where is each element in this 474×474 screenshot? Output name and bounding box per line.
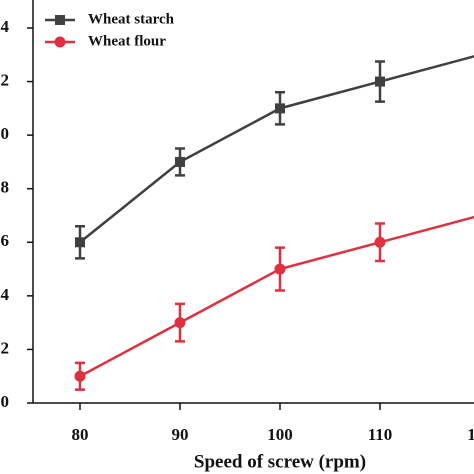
x-tick-label: 90	[172, 425, 189, 444]
y-tick-label: 8	[1, 178, 10, 197]
x-axis-label: Speed of screw (rpm)	[194, 451, 366, 472]
x-tick-label: 110	[368, 425, 393, 444]
marker	[74, 370, 86, 382]
y-tick-label: 10	[0, 124, 9, 143]
y-tick-label: 2	[1, 338, 10, 357]
legend-marker	[55, 15, 65, 25]
marker	[75, 237, 85, 248]
legend-label: Wheat flour	[88, 33, 166, 49]
x-tick-label: 80	[72, 425, 89, 444]
marker	[375, 76, 385, 87]
series-line	[79, 55, 474, 244]
marker	[374, 236, 386, 248]
legend-label: Wheat starch	[88, 11, 175, 27]
marker	[274, 263, 286, 275]
y-tick-label: 4	[1, 285, 10, 304]
y-tick-label: 0	[1, 392, 10, 411]
series-line	[79, 215, 474, 378]
x-tick-label: 120	[467, 425, 474, 444]
y-tick-label: 6	[1, 231, 10, 250]
x-tick-label: 100	[267, 425, 293, 444]
y-tick-label: 12	[0, 70, 9, 89]
marker	[175, 156, 185, 167]
y-tick-label: 14	[0, 17, 10, 36]
legend-marker	[54, 36, 66, 48]
marker	[174, 317, 186, 329]
marker	[275, 103, 285, 114]
